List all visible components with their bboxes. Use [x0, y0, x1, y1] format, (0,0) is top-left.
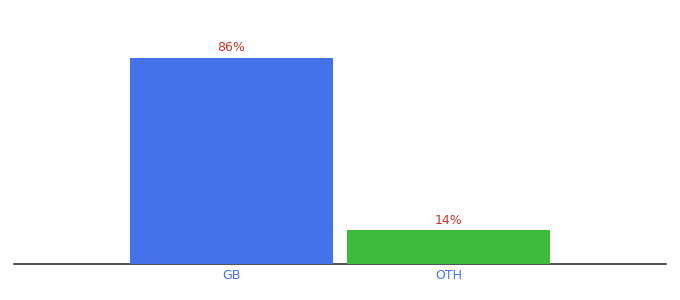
Bar	[347, 230, 550, 264]
Text: 86%: 86%	[218, 41, 245, 54]
Text: 14%: 14%	[435, 214, 462, 227]
Bar	[130, 58, 333, 264]
